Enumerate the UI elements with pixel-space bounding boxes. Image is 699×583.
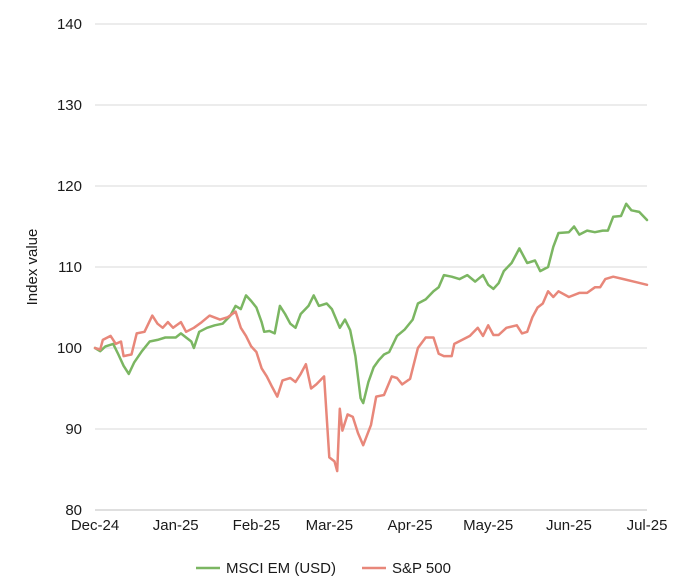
series-line-2 bbox=[93, 275, 649, 473]
x-tick-label: Jul-25 bbox=[627, 517, 668, 534]
x-tick-label: May-25 bbox=[463, 517, 513, 534]
y-tick-label: 110 bbox=[58, 259, 82, 276]
legend-label: MSCI EM (USD) bbox=[226, 560, 336, 577]
x-tick-label: Jun-25 bbox=[546, 517, 592, 534]
y-tick-label: 120 bbox=[57, 178, 82, 195]
series-lines bbox=[93, 202, 649, 473]
legend: MSCI EM (USD) S&P 500 bbox=[196, 560, 451, 577]
x-tick-label: Jan-25 bbox=[153, 517, 199, 534]
x-tick-label: Apr-25 bbox=[388, 517, 433, 534]
series-line-1 bbox=[93, 202, 649, 405]
y-axis-title: Index value bbox=[24, 229, 41, 306]
y-tick-label: 80 bbox=[65, 502, 82, 519]
legend-label: S&P 500 bbox=[392, 560, 451, 577]
gridlines bbox=[95, 23, 647, 430]
x-axis-ticks: Dec-24 Jan-25 Feb-25 Mar-25 Apr-25 May-25 Jun-… bbox=[71, 517, 668, 534]
y-axis-ticks: 80 90 100 110 120 130 140 bbox=[57, 16, 82, 519]
x-tick-label: Feb-25 bbox=[233, 517, 281, 534]
y-tick-label: 100 bbox=[57, 340, 82, 357]
x-tick-label: Dec-24 bbox=[71, 517, 119, 534]
y-tick-label: 130 bbox=[57, 97, 82, 114]
y-tick-label: 140 bbox=[57, 16, 82, 33]
x-tick-label: Mar-25 bbox=[306, 517, 354, 534]
y-tick-label: 90 bbox=[65, 421, 82, 438]
